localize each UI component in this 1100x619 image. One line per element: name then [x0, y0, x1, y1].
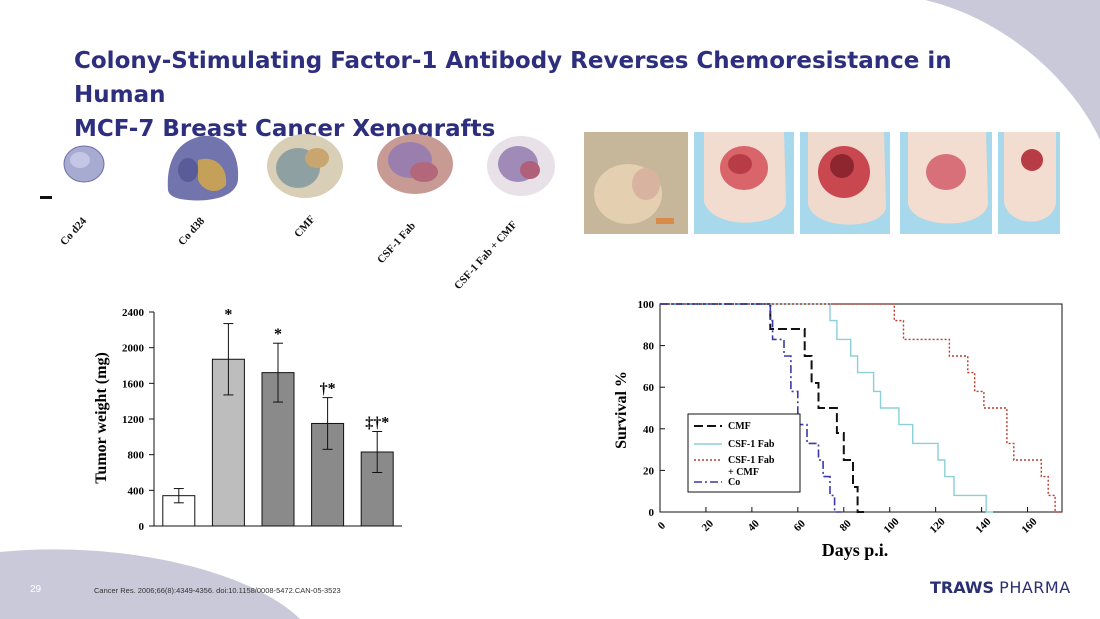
survival-x-tick-label: 120: [927, 515, 948, 536]
survival-y-tick-label: 20: [643, 465, 655, 477]
survival-x-axis-label: Days p.i.: [822, 540, 889, 560]
citation: Cancer Res. 2006;66(8):4349-4356. doi:10…: [94, 586, 341, 595]
bar-y-tick-label: 400: [128, 485, 145, 497]
scale-bar: [40, 196, 52, 199]
legend-label-1: CMF: [728, 421, 751, 432]
survival-series-csf-1-fab: [660, 303, 994, 513]
bar-y-tick-label: 1200: [122, 414, 145, 426]
legend-label-3-line2: + CMF: [728, 467, 759, 478]
survival-x-tick-label: 60: [792, 517, 809, 534]
logo-word-2: PHARMA: [999, 578, 1071, 597]
tumor-weight-bar-chart: Tumor weight (mg) 0 400 800 1200 1600 2000 240…: [93, 307, 402, 533]
bar-y-tick-label: 800: [128, 450, 145, 462]
bottom-left-swoosh: [0, 549, 300, 619]
significance-marker-5: ‡†*: [365, 414, 389, 431]
survival-x-tick-label: 140: [973, 515, 994, 536]
survival-x-tick-label: 80: [838, 517, 855, 534]
legend-label-2: CSF-1 Fab: [728, 439, 775, 450]
histology-image-4: [377, 134, 453, 194]
bar-y-tick-label: 0: [139, 521, 145, 533]
top-right-swoosh: [925, 0, 1100, 140]
company-logo: TRAWS PHARMA: [930, 578, 1071, 600]
mouse-photo-5: [998, 132, 1060, 234]
legend-frame: [687, 413, 801, 493]
survival-line-chart: Days p.i. Survival % 0 20 40 60 80 100 0 20 40 60…: [613, 299, 1063, 560]
slide-title: Colony-Stimulating Factor-1 Antibody Rev…: [74, 44, 1034, 146]
histology-image-1: [63, 145, 105, 183]
survival-plot-area: 0 20 40 60 80 100 0 20 40 60 80 100 120 140 160 CMF CSF-…: [638, 299, 1063, 536]
legend-label-4: Co: [728, 477, 740, 488]
logo-word-1: TRAWS: [930, 578, 995, 597]
survival-series-cmf: [660, 303, 865, 513]
histology-image-5: [487, 136, 555, 196]
histology-image-3: [267, 134, 343, 198]
survival-y-tick-label: 80: [643, 341, 655, 353]
mouse-photo-1: [584, 132, 688, 234]
histology-image-2: [167, 135, 239, 201]
mouse-photo-4: [900, 132, 992, 234]
slide-title-line-1: Colony-Stimulating Factor-1 Antibody Rev…: [74, 48, 952, 108]
survival-x-tick-label: 0: [656, 519, 669, 532]
survival-x-tick-label: 160: [1019, 515, 1040, 536]
survival-y-tick-label: 100: [638, 299, 655, 311]
bar-y-tick-label: 2000: [122, 343, 145, 355]
mouse-photo-2: [694, 132, 794, 234]
survival-y-tick-label: 40: [643, 424, 655, 436]
survival-x-tick-label: 100: [882, 515, 903, 536]
survival-x-tick-label: 20: [700, 517, 717, 534]
survival-series-co: [660, 303, 842, 513]
significance-marker-3: *: [274, 326, 282, 343]
mouse-photo-3: [800, 132, 890, 234]
bar-chart-plot-area: 0 400 800 1200 1600 2000 2400 * * †* ‡†*: [122, 307, 402, 533]
survival-y-tick-label: 0: [649, 507, 655, 519]
bar-y-tick-label: 1600: [122, 378, 145, 390]
page-number: 29: [30, 584, 42, 595]
survival-x-tick-label: 40: [746, 517, 763, 534]
significance-marker-2: *: [224, 307, 232, 324]
survival-y-axis-label: Survival %: [613, 371, 630, 449]
legend-label-3-line1: CSF-1 Fab: [728, 455, 775, 466]
bar-y-tick-label: 2400: [122, 307, 145, 319]
bar-chart-y-axis-label: Tumor weight (mg): [93, 352, 110, 484]
survival-y-tick-label: 60: [643, 382, 655, 394]
significance-marker-4: †*: [320, 381, 336, 398]
